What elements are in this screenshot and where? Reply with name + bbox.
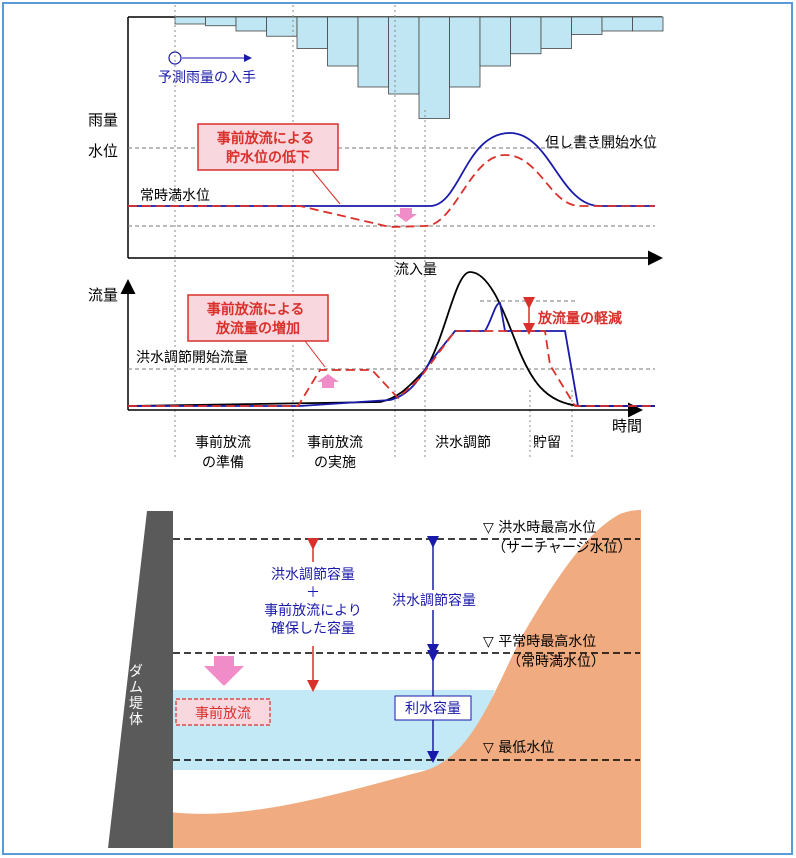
reservoir-cross-section: ダム堤体 ▽ 洪水時最高水位 （サーチャージ水位） ▽ 平常時最高水位 （常時満… bbox=[108, 510, 641, 848]
hydrograph: 予測雨量の入手 雨量 水位 但し書き開始水位 常時満水位 事前放流による 貯水位… bbox=[88, 5, 664, 471]
phase-preparation: 事前放流の準備 bbox=[195, 434, 251, 471]
rain-bar bbox=[327, 16, 359, 67]
level-annotation-line2: 貯水位の低下 bbox=[226, 149, 310, 166]
level-annotation-line1: 事前放流による bbox=[217, 130, 315, 147]
rain-bar bbox=[479, 16, 511, 67]
phase-storage: 貯留 bbox=[533, 435, 561, 451]
pre-release-box bbox=[175, 698, 271, 726]
flood-capacity-label: 洪水調節容量 bbox=[392, 592, 476, 609]
rain-bar bbox=[235, 16, 267, 32]
predict-rain-label: 予測雨量の入手 bbox=[158, 70, 256, 86]
dam-body bbox=[108, 511, 173, 848]
pre-release-arrow bbox=[204, 656, 244, 686]
rain-bar bbox=[174, 16, 206, 25]
rain-bar bbox=[449, 16, 481, 88]
flood-capacity-plus: 洪水調節容量＋事前放流により確保した容量 bbox=[264, 566, 362, 637]
level-drop-arrow bbox=[395, 208, 417, 222]
predict-rain-marker bbox=[168, 51, 182, 65]
rain-bar bbox=[601, 16, 633, 32]
phase-dividers bbox=[174, 5, 573, 460]
flow-annotation: 事前放流による 放流量の増加 bbox=[207, 301, 309, 337]
flow-annotation-box bbox=[187, 294, 329, 342]
level-annotation-box bbox=[197, 123, 339, 171]
rain-bar bbox=[510, 16, 542, 55]
flow-annotation-line2: 放流量の増加 bbox=[215, 320, 300, 337]
x-label-time: 時間 bbox=[612, 417, 642, 435]
level-high-flood-label: ▽ 洪水時最高水位 bbox=[483, 519, 596, 536]
flow-increase-arrow bbox=[317, 374, 339, 388]
rain-bar bbox=[266, 16, 298, 37]
inflow-label: 流入量 bbox=[395, 262, 437, 278]
level-annotation: 事前放流による 貯水位の低下 bbox=[217, 130, 319, 166]
rain-bar bbox=[632, 16, 664, 32]
water-level-red bbox=[128, 154, 655, 228]
rain-bars bbox=[174, 16, 664, 119]
reservoir-ground bbox=[170, 510, 641, 848]
phase-flood-control: 洪水調節 bbox=[435, 434, 491, 451]
flow-annotation-line1: 事前放流による bbox=[207, 301, 305, 318]
level-normal-high-label: ▽ 平常時最高水位 bbox=[483, 633, 596, 650]
level-normal-high-sub: （常時満水位） bbox=[507, 654, 605, 670]
flow-annotation-pointer bbox=[304, 340, 326, 368]
rain-bar bbox=[205, 16, 237, 27]
flood-capacity-label-bg bbox=[386, 590, 482, 610]
rain-bar bbox=[357, 16, 389, 88]
y-label-rain: 雨量 bbox=[88, 111, 118, 129]
normal-full-label: 常時満水位 bbox=[140, 188, 210, 204]
water-use-box bbox=[394, 695, 472, 721]
level-annotation-pointer bbox=[311, 169, 341, 205]
rain-bar bbox=[540, 16, 572, 49]
level-high-flood-sub: （サーチャージ水位） bbox=[492, 540, 632, 556]
rain-bar bbox=[571, 16, 603, 35]
y-label-level: 水位 bbox=[88, 142, 118, 160]
level-min-label: ▽ 最低水位 bbox=[483, 740, 554, 756]
dam-label: ダム堤体 bbox=[129, 664, 143, 728]
rain-bar bbox=[388, 16, 420, 95]
flood-start-flow-label: 洪水調節開始流量 bbox=[136, 349, 248, 366]
water-level-blue bbox=[128, 132, 655, 207]
rain-bar bbox=[418, 16, 450, 119]
phase-execution: 事前放流の実施 bbox=[307, 434, 363, 471]
tadashi-label: 但し書き開始水位 bbox=[545, 135, 657, 151]
water-use-label: 利水容量 bbox=[405, 700, 461, 717]
rain-bar bbox=[296, 16, 328, 49]
red-capacity-label-bg bbox=[252, 562, 374, 646]
pre-release-label: 事前放流 bbox=[195, 705, 251, 722]
inflow-curve bbox=[127, 271, 655, 407]
outflow-red bbox=[128, 330, 655, 407]
reduction-label: 放流量の軽減 bbox=[537, 310, 622, 327]
y-label-flow: 流量 bbox=[88, 286, 118, 304]
